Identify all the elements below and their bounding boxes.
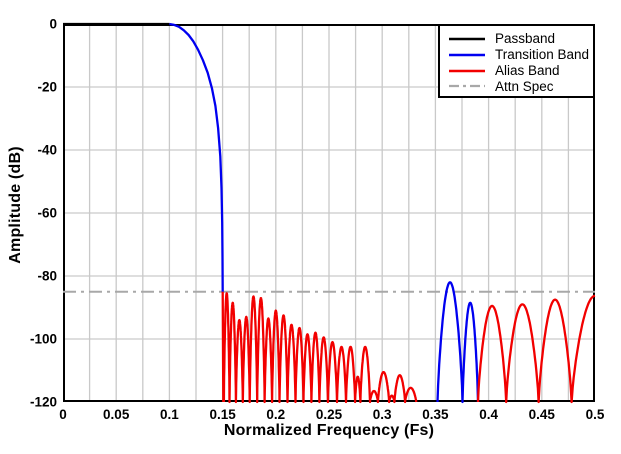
legend-label-transition-band: Transition Band: [495, 47, 590, 63]
attn-spec-line-sample-icon: [449, 85, 485, 88]
x-tick-label: 0.25: [316, 407, 343, 422]
legend: Passband Transition Band Alias Band Attn…: [438, 24, 595, 98]
y-axis-title: Amplitude (dB): [7, 146, 24, 264]
x-tick-label: 0.05: [103, 407, 130, 422]
x-tick-label: 0.1: [160, 407, 179, 422]
passband-line-sample-icon: [449, 37, 485, 41]
x-axis-title: Normalized Frequency (Fs): [223, 422, 435, 439]
legend-label-alias-band: Alias Band: [495, 62, 560, 78]
x-tick-label: 0.35: [422, 407, 449, 422]
y-tick-label: -100: [30, 332, 57, 347]
series-alias-band: [221, 291, 596, 404]
legend-item-attn-spec: Attn Spec: [447, 78, 593, 94]
x-tick-label: 0.15: [209, 407, 236, 422]
x-tick-label: 0.5: [586, 407, 605, 422]
x-tick-label: 0.3: [373, 407, 392, 422]
y-tick-label: -80: [37, 269, 57, 284]
x-tick-label: 0.4: [479, 407, 498, 422]
y-tick-label: -40: [37, 143, 57, 158]
y-tick-label: -60: [37, 206, 57, 221]
y-tick-label: -20: [37, 80, 57, 95]
legend-item-transition-band: Transition Band: [447, 47, 593, 63]
alias-band-line-sample-icon: [449, 69, 485, 72]
x-tick-label: 0.2: [266, 407, 285, 422]
legend-label-passband: Passband: [495, 31, 556, 47]
y-tick-label: -120: [30, 395, 57, 410]
y-tick-label: 0: [49, 17, 57, 32]
legend-label-attn-spec: Attn Spec: [495, 78, 554, 94]
series-transition-band: [169, 22, 480, 404]
legend-item-passband: Passband: [447, 31, 593, 47]
x-tick-label: 0: [59, 407, 67, 422]
legend-item-alias-band: Alias Band: [447, 63, 593, 79]
x-tick-label: 0.45: [529, 407, 556, 422]
transition-band-line-sample-icon: [449, 53, 485, 57]
